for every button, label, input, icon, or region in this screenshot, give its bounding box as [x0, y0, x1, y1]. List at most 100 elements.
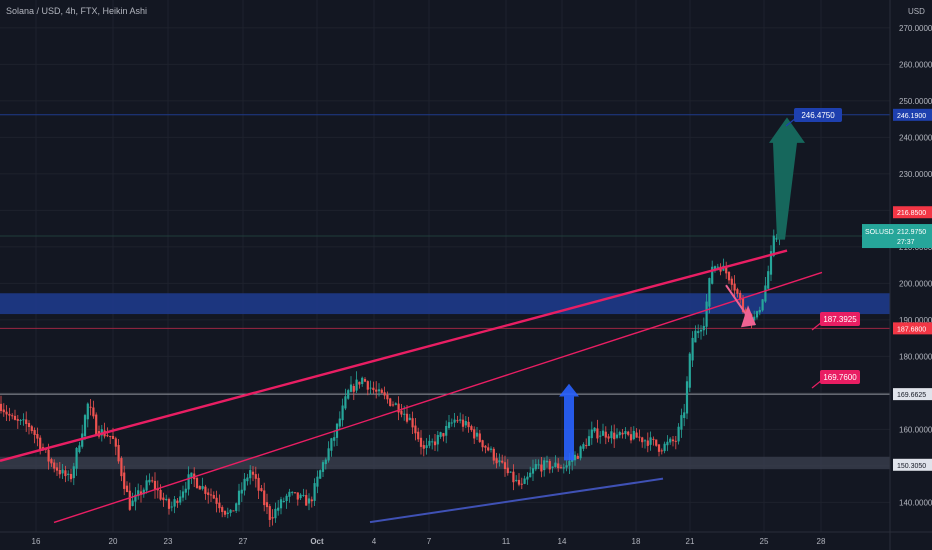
candle-body [775, 237, 778, 240]
price-label-high[interactable]: 216.8500 [893, 206, 932, 219]
y-tick-label: 250.0000 [899, 97, 932, 106]
candle-body [165, 498, 168, 500]
price-label-box [893, 322, 932, 335]
candle-body [431, 441, 434, 443]
upper-trendline[interactable] [0, 249, 788, 462]
x-tick-label: 11 [502, 537, 511, 546]
candle-body [83, 415, 87, 437]
candle-body [106, 435, 109, 437]
candle-body [758, 309, 761, 313]
candle-body [643, 440, 647, 442]
candle-body [380, 389, 383, 393]
candle-body [111, 435, 115, 439]
candle-body [736, 289, 739, 294]
candle-body [713, 266, 717, 271]
x-tick-label: 4 [372, 537, 377, 546]
candle-body [526, 476, 529, 480]
symbol-title[interactable]: Solana / USD, 4h, FTX, Heikin Ashi [6, 6, 147, 16]
candle-body [414, 425, 417, 434]
price-label-box [893, 458, 932, 471]
rising-support-line[interactable] [369, 477, 664, 524]
candle-body [537, 464, 540, 466]
candle-body [674, 440, 677, 442]
candle-body [436, 435, 439, 445]
candle-body [363, 379, 367, 382]
candle-body [327, 448, 330, 461]
candle-body [571, 459, 574, 462]
candle-body [285, 495, 288, 501]
candle-body [769, 251, 773, 275]
candle-body [369, 387, 372, 389]
price-label-value: 187.6800 [897, 326, 926, 333]
price-label-target-top[interactable]: 246.1900 [893, 108, 932, 121]
candle-body [405, 413, 409, 422]
candle-body [139, 491, 143, 495]
candle-body [739, 292, 742, 300]
y-tick-label: 270.0000 [899, 24, 932, 33]
candle-body [680, 415, 683, 430]
candle-body [587, 436, 591, 446]
candle-body [282, 500, 285, 502]
candle-body [237, 490, 241, 505]
price-label-level-150[interactable]: 150.3050 [893, 458, 932, 471]
candle-body [212, 495, 215, 499]
candle-body [422, 445, 425, 449]
support-zone[interactable] [0, 456, 890, 470]
price-label-value: 169.6625 [897, 392, 926, 399]
candle-body [81, 433, 84, 447]
candle-body [358, 381, 361, 385]
x-tick-label: 7 [427, 537, 432, 546]
candle-body [361, 377, 364, 384]
candle-body [293, 492, 297, 494]
resistance-zone[interactable] [0, 293, 890, 315]
candle-body [767, 271, 770, 289]
candle-body [708, 278, 711, 307]
candle-body [243, 478, 246, 491]
candle-body [72, 466, 75, 479]
candle-body [403, 413, 406, 415]
candle-body [176, 500, 179, 504]
candle-body [677, 426, 680, 442]
candle-body [319, 470, 322, 479]
price-label-level-169[interactable]: 169.6625 [893, 388, 932, 401]
candle-body [711, 266, 714, 284]
price-label-box [893, 388, 932, 401]
y-tick-label: 200.0000 [899, 279, 932, 288]
candle-body [190, 472, 193, 478]
callout-169[interactable]: 169.7600 [811, 370, 860, 389]
candle-body [523, 478, 526, 484]
candle-body [495, 458, 498, 464]
candle-body [621, 432, 624, 435]
candle-body [288, 491, 291, 497]
price-label-level-187[interactable]: 187.6800 [893, 322, 932, 335]
x-axis[interactable]: 16 20 23 27 Oct 4 7 11 14 18 21 25 28 [0, 531, 932, 546]
candle-body [492, 448, 495, 461]
candle-body [512, 471, 515, 483]
price-label-last[interactable]: SOLUSD 212.9750 27:37 [862, 224, 932, 249]
candle-body [582, 444, 585, 449]
candle-body [279, 499, 283, 509]
candle-body [187, 474, 190, 490]
candle-body [467, 421, 470, 428]
candle-body [151, 480, 154, 482]
y-tick-label: 140.0000 [899, 498, 932, 507]
candle-body [596, 428, 599, 439]
candle-body [67, 473, 70, 475]
candle-body [383, 392, 386, 396]
candle-body [615, 434, 619, 438]
callout-187[interactable]: 187.3925 [811, 312, 860, 331]
candle-body [601, 430, 605, 436]
candle-body [134, 494, 137, 502]
candle-body [201, 486, 204, 489]
callout-target[interactable]: 246.4750 [785, 108, 842, 127]
lower-trendline[interactable] [53, 271, 823, 524]
candle-body [548, 461, 551, 470]
candle-body [307, 498, 311, 504]
candle-body [520, 483, 523, 485]
candle-body [453, 419, 456, 423]
candle-body [646, 440, 649, 446]
candle-body [464, 420, 467, 426]
candle-body [618, 432, 621, 436]
callout-text: 187.3925 [823, 315, 857, 324]
